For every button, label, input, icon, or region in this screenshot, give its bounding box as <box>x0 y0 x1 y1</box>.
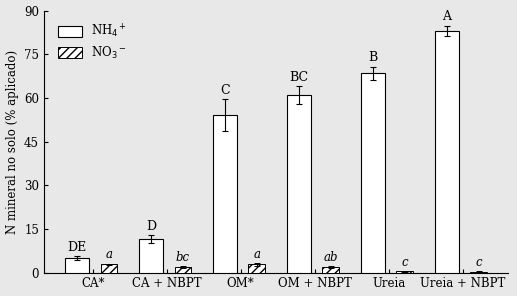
Text: c: c <box>475 256 482 269</box>
Bar <box>397 271 413 273</box>
Bar <box>287 95 311 273</box>
Text: A: A <box>442 10 451 23</box>
Bar <box>470 272 486 273</box>
Text: c: c <box>401 256 408 269</box>
Text: C: C <box>220 84 230 97</box>
Text: B: B <box>368 52 377 65</box>
Bar <box>361 73 385 273</box>
Bar <box>139 239 163 273</box>
Bar <box>435 31 459 273</box>
Bar <box>249 264 265 273</box>
Bar <box>323 267 339 273</box>
Bar <box>100 264 117 273</box>
Text: DE: DE <box>67 241 86 254</box>
Text: bc: bc <box>176 251 190 264</box>
Text: BC: BC <box>289 71 308 84</box>
Bar <box>65 258 89 273</box>
Text: ab: ab <box>323 250 338 263</box>
Bar <box>175 267 191 273</box>
Text: a: a <box>105 248 112 261</box>
Text: a: a <box>253 248 260 261</box>
Legend: NH$_4$$^+$, NO$_3$$^-$: NH$_4$$^+$, NO$_3$$^-$ <box>54 19 131 65</box>
Text: D: D <box>146 220 156 233</box>
Bar <box>213 115 237 273</box>
Y-axis label: N mineral no solo (% aplicado): N mineral no solo (% aplicado) <box>6 49 19 234</box>
